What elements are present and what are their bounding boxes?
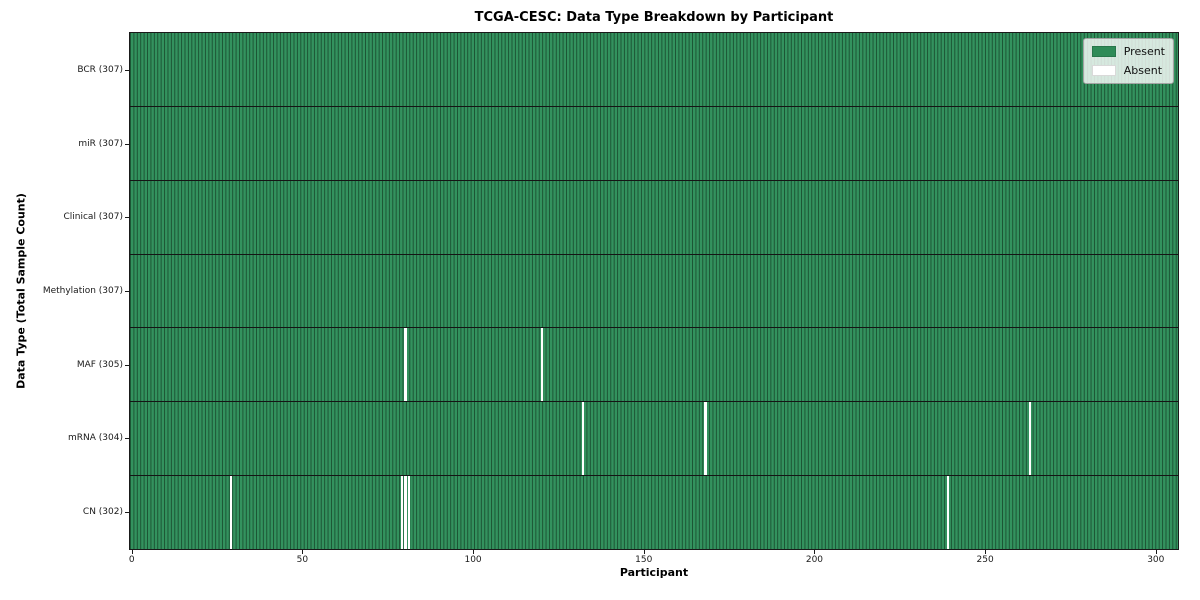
x-tick-mark (131, 550, 133, 554)
y-tick-label-mRNA: mRNA (304) (68, 433, 123, 444)
absent-cell-CN-239 (946, 476, 950, 550)
x-tick-label-250: 250 (976, 555, 994, 565)
legend-item-absent: Absent (1091, 64, 1165, 77)
rows (130, 33, 1178, 550)
x-tick-label-200: 200 (805, 555, 824, 565)
absent-cell-mRNA-132 (581, 402, 584, 476)
present-swatch-icon (1091, 46, 1116, 57)
chart-title: TCGA-CESC: Data Type Breakdown by Partic… (474, 10, 834, 25)
y-tick-label-CN: CN (302) (82, 507, 123, 518)
row-CN (130, 475, 1178, 550)
x-tick-label-100: 100 (464, 555, 482, 565)
x-axis-label: Participant (619, 566, 689, 579)
row-mRNA (130, 401, 1178, 476)
legend-item-present: Present (1091, 45, 1165, 58)
x-tick-mark (302, 550, 304, 554)
y-tick-label-Methylation: Methylation (307) (42, 286, 123, 296)
y-tick-mark (125, 69, 129, 71)
absent-cell-MAF-80 (404, 328, 407, 402)
x-tick-mark (1155, 550, 1157, 554)
y-tick-mark (125, 143, 129, 145)
absent-cell-CN-80 (404, 476, 407, 550)
row-Methylation (130, 253, 1178, 328)
legend-label-absent: Absent (1123, 64, 1163, 77)
row-MAF (130, 327, 1178, 402)
absent-cell-mRNA-263 (1028, 402, 1032, 476)
legend: Present Absent (1082, 38, 1174, 84)
absent-cell-CN-79 (400, 476, 404, 550)
y-tick-label-Clinical: Clinical (307) (63, 212, 123, 223)
x-tick-label-300: 300 (1147, 555, 1165, 565)
x-tick-label-150: 150 (635, 555, 653, 565)
y-tick-mark (125, 291, 129, 292)
absent-cell-CN-81 (407, 476, 410, 550)
x-tick-mark (473, 550, 475, 554)
legend-label-present: Present (1123, 45, 1165, 58)
x-tick-label-50: 50 (296, 555, 309, 565)
y-tick-mark (125, 364, 129, 366)
absent-cell-CN-29 (229, 476, 233, 550)
absent-swatch-icon (1091, 65, 1116, 76)
absent-cell-mRNA-168 (704, 402, 707, 476)
y-tick-label-miR: miR (307) (78, 138, 123, 149)
row-Clinical (130, 179, 1178, 254)
absent-cell-MAF-120 (540, 328, 544, 402)
y-tick-label-BCR: BCR (307) (77, 64, 123, 75)
y-tick-label-MAF: MAF (305) (76, 359, 123, 370)
x-tick-mark (643, 550, 645, 554)
plot-area: Present Absent (129, 32, 1179, 550)
row-BCR (130, 33, 1178, 106)
x-tick-mark (985, 550, 987, 554)
y-tick-mark (125, 217, 129, 219)
row-miR (130, 105, 1178, 180)
x-tick-mark (814, 550, 816, 554)
y-tick-mark (125, 512, 129, 514)
y-tick-mark (125, 438, 129, 440)
x-tick-label-0: 0 (128, 555, 135, 565)
